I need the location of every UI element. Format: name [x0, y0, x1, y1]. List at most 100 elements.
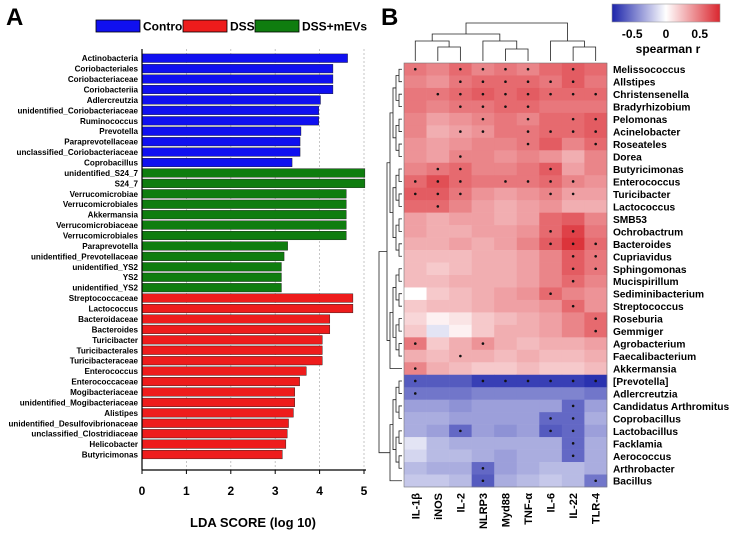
significance-marker — [526, 67, 530, 71]
row-dendrogram-link — [392, 399, 396, 450]
heatmap-cell — [584, 200, 608, 213]
significance-marker — [571, 192, 575, 196]
bar-mogibacteriaceae — [141, 387, 295, 397]
heatmap-cell — [404, 262, 427, 276]
heatmap-cell — [426, 324, 450, 338]
heatmap-cell — [404, 137, 427, 151]
heatmap-cell — [584, 462, 608, 475]
heatmap-cell — [426, 274, 450, 288]
heatmap-cell — [471, 287, 495, 301]
heatmap-frame — [403, 62, 608, 488]
heatmap-cell — [471, 212, 495, 226]
significance-marker — [594, 329, 597, 333]
row-label: Bacillus — [613, 477, 652, 488]
significance-marker — [459, 105, 462, 108]
row-dendrogram-link — [398, 143, 402, 157]
x-tick-label: 1 — [183, 484, 190, 498]
heatmap-cell — [426, 287, 450, 301]
x-axis-title: LDA SCORE (log 10) — [190, 515, 316, 530]
heatmap-cell — [539, 337, 563, 351]
heatmap-cell — [584, 212, 608, 226]
significance-marker — [549, 379, 552, 383]
bar-label: unidentified_Desulfovibrionaceae — [8, 419, 138, 428]
legend-swatch-control — [95, 19, 141, 33]
heatmap-cell — [516, 237, 540, 251]
row-label: Butyricimonas — [613, 165, 684, 176]
row-dendrogram-link — [392, 287, 396, 338]
bar-bacteroidaceae — [141, 314, 331, 324]
colorbar-title: spearman r — [636, 42, 701, 56]
heatmap-cell — [539, 324, 563, 338]
heatmap-cell — [516, 162, 540, 176]
row-dendrogram-link — [398, 293, 402, 307]
bar-label: unidentified_S24_7 — [64, 169, 138, 178]
heatmap-cell — [494, 424, 518, 438]
heatmap-cell — [494, 349, 518, 363]
bar-akkermansia — [141, 210, 347, 220]
heatmap-cell — [449, 474, 472, 488]
heatmap-cell — [561, 324, 585, 338]
row-dendrogram-link — [395, 174, 399, 201]
significance-marker — [481, 92, 485, 96]
significance-marker — [526, 117, 530, 121]
bar-verrucomicrobiae — [141, 189, 347, 199]
heatmap-cell — [404, 75, 427, 89]
heatmap-cell — [426, 399, 450, 413]
heatmap-cell — [426, 225, 450, 238]
row-label: Allstipes — [613, 78, 656, 89]
bar-verrucomicrobiales — [141, 199, 347, 209]
heatmap-cell — [539, 100, 563, 114]
heatmap-cell — [471, 274, 495, 288]
heatmap-cell — [449, 274, 472, 288]
heatmap-cell — [449, 212, 472, 226]
significance-marker — [504, 180, 507, 183]
heatmap-cell — [404, 474, 427, 488]
significance-marker — [459, 180, 462, 183]
significance-marker — [571, 417, 575, 420]
bar-turicibacter — [141, 335, 323, 345]
heatmap-cell — [426, 387, 450, 400]
significance-marker — [526, 142, 530, 146]
bar-coprobacillus — [141, 158, 293, 168]
heatmap-cell — [471, 324, 495, 338]
heatmap-cell — [471, 262, 495, 276]
bar-label: Coriobacteriia — [84, 86, 139, 95]
x-tick-label: 3 — [272, 484, 279, 498]
row-dendrogram-link — [398, 68, 402, 83]
heatmap-cell — [449, 287, 472, 301]
heatmap-cell — [539, 449, 563, 463]
significance-marker — [504, 379, 507, 383]
heatmap-cell — [449, 449, 472, 463]
bar-adlercreutzia — [141, 95, 321, 105]
bar-prevotella — [141, 126, 302, 136]
heatmap-cell — [516, 287, 540, 301]
heatmap-cell — [449, 237, 472, 251]
row-label: Cupriavidus — [613, 252, 672, 263]
bar-unidentified-s24-7 — [141, 168, 366, 178]
significance-marker — [481, 130, 485, 133]
row-label: Bradyrhizobium — [613, 103, 691, 114]
significance-marker — [549, 92, 552, 96]
bar-label: unidentified_YS2 — [72, 284, 138, 293]
heatmap-cell — [471, 200, 495, 213]
heatmap-cell — [426, 237, 450, 251]
heatmap-cell — [584, 337, 608, 351]
heatmap-cell — [516, 449, 540, 463]
significance-marker — [571, 254, 575, 258]
significance-marker — [549, 417, 552, 420]
significance-marker — [571, 429, 575, 433]
significance-marker — [571, 117, 575, 121]
bar-verrucomicrobiales — [141, 231, 347, 241]
row-label: Lactococcus — [613, 202, 676, 213]
heatmap-cell — [426, 75, 450, 89]
row-label: Akkermansia — [613, 365, 677, 376]
heatmap-cell — [494, 324, 518, 338]
heatmap-cell — [516, 349, 540, 363]
heatmap-cell — [404, 462, 427, 475]
x-tick-label: 0 — [139, 484, 146, 498]
bar-label: unidentified_Mogibacteriaceae — [20, 398, 139, 407]
bar-unidentified-coriobacteriaceae — [141, 105, 319, 115]
heatmap-cell — [449, 337, 472, 351]
